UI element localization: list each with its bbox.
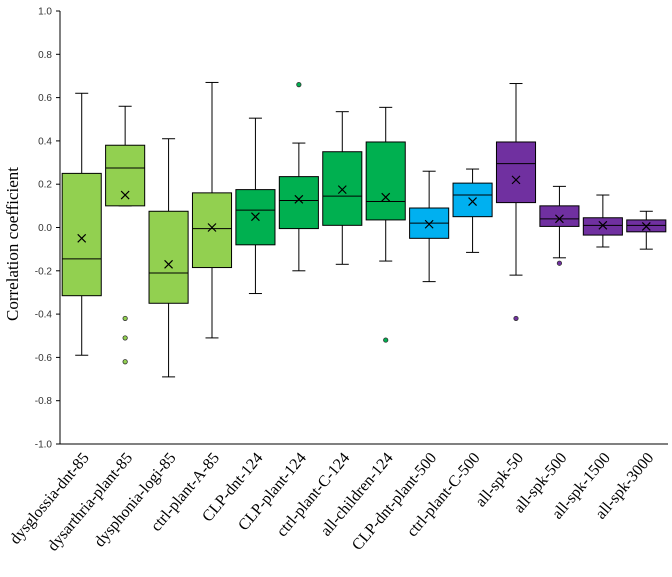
x-tick-label: dysphonia-logi-85 [91, 450, 179, 551]
outlier-point [122, 359, 128, 365]
mean-marker [424, 219, 434, 229]
box-iqr [495, 141, 537, 204]
mean-marker [337, 185, 347, 195]
outlier-point [122, 335, 128, 341]
x-tick-label: dysglossia-dnt-85 [7, 450, 93, 548]
mean-marker [511, 175, 521, 185]
mean-marker [294, 194, 304, 204]
y-tick-label: -0.8 [35, 396, 53, 407]
y-tick-label: 0.2 [38, 180, 52, 191]
y-axis-title: Correlation coefficient [3, 167, 22, 321]
box-iqr [191, 192, 233, 269]
mean-marker [207, 223, 217, 232]
box-iqr [148, 210, 189, 304]
mean-marker [77, 233, 87, 243]
outlier-point [122, 315, 128, 322]
y-tick-label: -1.0 [35, 440, 53, 451]
box-iqr [322, 151, 363, 226]
mean-marker [120, 190, 130, 200]
box-iqr [582, 217, 623, 236]
mean-marker [555, 214, 564, 224]
mean-marker [598, 220, 608, 230]
outlier-point [383, 337, 389, 343]
y-tick-label: 0.0 [38, 223, 52, 234]
outlier-point [296, 82, 302, 88]
outlier-point [556, 260, 563, 266]
y-tick-label: -0.6 [35, 353, 53, 364]
box-iqr [452, 182, 493, 218]
y-tick-label: 0.8 [38, 50, 52, 61]
y-tick-label: -0.2 [35, 266, 53, 277]
box-iqr [61, 172, 102, 297]
outlier-point [513, 315, 519, 322]
y-tick-label: 0.4 [38, 136, 52, 147]
mean-marker [381, 192, 391, 202]
mean-marker [164, 259, 173, 269]
y-tick-label: 1.0 [38, 7, 52, 18]
box-iqr [105, 144, 146, 207]
y-tick-label: -0.4 [35, 310, 53, 321]
box-iqr [278, 176, 319, 230]
mean-marker [641, 221, 651, 231]
box-iqr [365, 141, 406, 221]
box-iqr [539, 205, 580, 227]
y-tick-label: 0.6 [38, 93, 52, 104]
mean-marker [468, 197, 477, 206]
mean-marker [251, 212, 260, 222]
